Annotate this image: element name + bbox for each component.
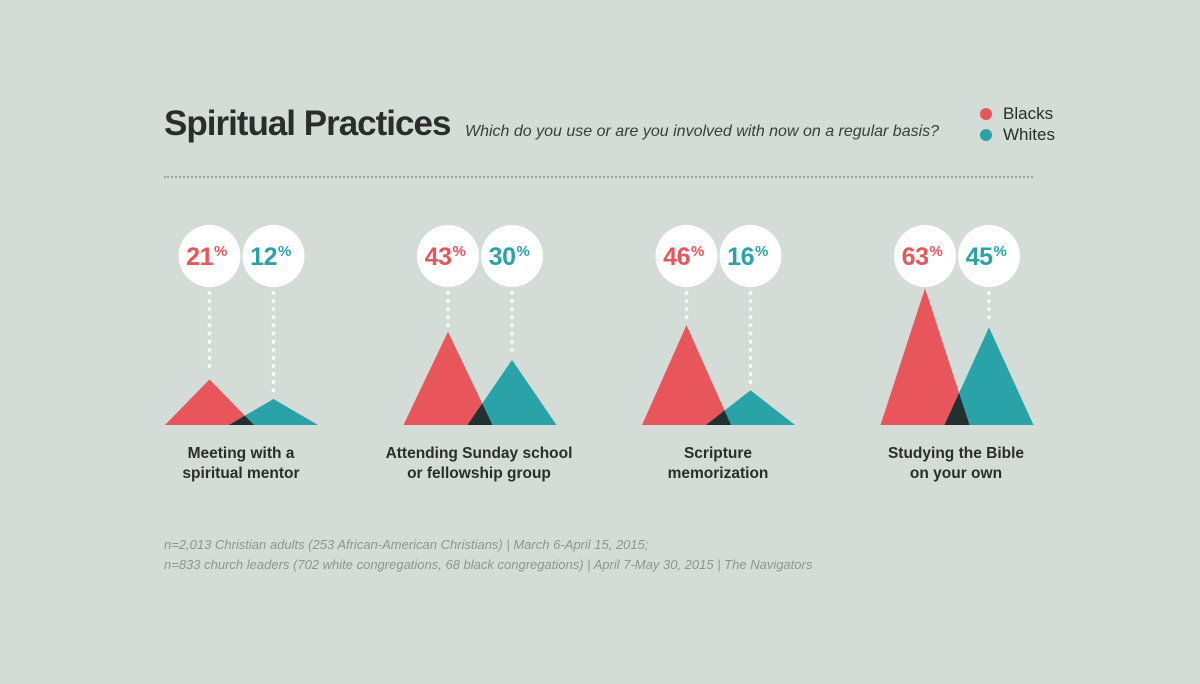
category-label-0: Meeting with a spiritual mentor — [131, 444, 351, 484]
category-label-1: Attending Sunday school or fellowship gr… — [369, 444, 589, 484]
value-label-blacks: 43% — [425, 243, 466, 271]
value-circle-blacks — [417, 225, 479, 287]
dotted-divider — [164, 176, 1033, 178]
category-label-3: Studying the Bible on your own — [846, 444, 1066, 484]
legend-item-whites: Whites — [980, 124, 1055, 145]
triangle-overlap — [229, 415, 254, 425]
triangle-blacks — [642, 325, 731, 425]
triangle-whites — [229, 398, 318, 425]
value-label-whites: 30% — [489, 243, 530, 271]
value-circle-blacks — [894, 225, 956, 287]
value-circle-whites — [242, 225, 305, 287]
category-label-line: Attending Sunday school — [385, 445, 573, 462]
category-label-line: on your own — [909, 465, 1003, 482]
legend-label-blacks: Blacks — [1003, 103, 1054, 123]
triangle-overlap — [467, 403, 493, 425]
triangle-blacks — [165, 379, 254, 425]
category-label-line: memorization — [667, 465, 769, 482]
value-label-whites: 45% — [966, 243, 1007, 271]
legend-dot-whites — [980, 128, 992, 141]
value-circle-whites — [719, 225, 782, 287]
legend-dot-blacks — [980, 107, 992, 120]
footnote-line-1: n=2,013 Christian adults (253 African-Am… — [164, 537, 649, 552]
value-circle-blacks — [178, 225, 241, 287]
triangle-blacks — [880, 288, 970, 425]
value-label-blacks: 63% — [902, 243, 943, 271]
triangle-overlap — [944, 392, 970, 425]
category-label-line: spiritual mentor — [182, 465, 300, 482]
footnote-line-2: n=833 church leaders (702 white congrega… — [164, 557, 813, 572]
value-circle-blacks — [655, 225, 718, 287]
value-circle-whites — [958, 225, 1020, 287]
legend: Blacks Whites — [980, 103, 1055, 145]
triangle-whites — [706, 390, 795, 425]
category-label-line: Scripture — [683, 445, 753, 462]
value-label-blacks: 21% — [186, 243, 227, 271]
triangle-whites — [467, 359, 557, 425]
category-label-line: Studying the Bible — [887, 445, 1025, 462]
legend-label-whites: Whites — [1003, 124, 1055, 144]
chart-subtitle: Which do you use or are you involved wit… — [465, 123, 940, 140]
chart-title: Spiritual Practices — [164, 104, 451, 143]
value-circle-whites — [481, 225, 543, 287]
triangle-blacks — [403, 331, 493, 425]
triangle-whites — [944, 327, 1034, 425]
value-label-whites: 12% — [250, 243, 291, 271]
category-label-2: Scripture memorization — [608, 444, 828, 484]
category-label-line: or fellowship group — [407, 465, 551, 482]
triangle-overlap — [706, 410, 731, 425]
category-label-line: Meeting with a — [187, 445, 295, 462]
legend-item-blacks: Blacks — [980, 103, 1055, 124]
